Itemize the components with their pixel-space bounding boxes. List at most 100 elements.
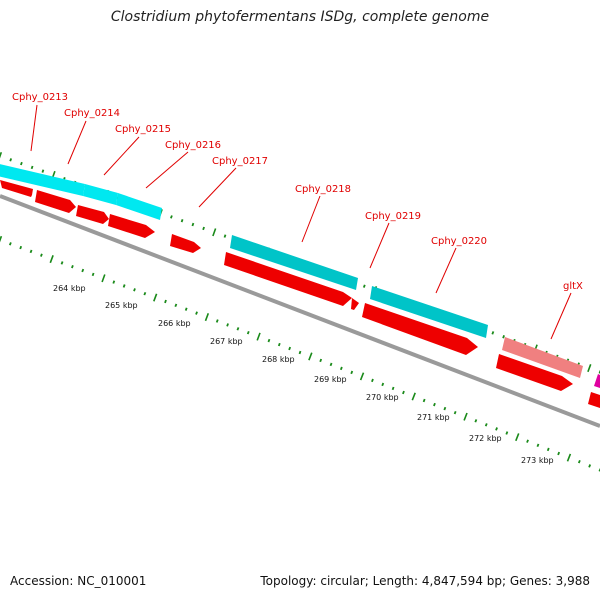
major-tick: [411, 392, 416, 401]
kbp-labels: 264 kbp 265 kbp 266 kbp 267 kbp 268 kbp …: [53, 284, 554, 465]
minor-tick: [339, 366, 343, 371]
gene-feature-gltx[interactable]: [502, 337, 583, 378]
minor-tick: [184, 307, 188, 311]
cds-arrow-cphy-0214[interactable]: [35, 190, 76, 213]
kbp-label: 268 kbp: [262, 355, 295, 364]
leader-cphy-0214: [67, 120, 87, 165]
genome-summary-text: Topology: circular; Length: 4,847,594 bp…: [260, 574, 590, 588]
kbp-label: 271 kbp: [417, 413, 450, 422]
minor-tick: [191, 222, 195, 227]
gene-label[interactable]: Cphy_0217: [212, 156, 268, 167]
minor-tick: [474, 419, 478, 423]
minor-tick: [453, 410, 457, 415]
gene-feature-cphy-0218[interactable]: [230, 235, 358, 290]
minor-tick: [30, 165, 34, 170]
minor-tick: [71, 264, 74, 269]
gene-feature-cphy-0220[interactable]: [370, 286, 488, 338]
minor-tick: [8, 242, 12, 246]
kbp-label: 272 kbp: [469, 434, 502, 443]
cds-arrow-cphy-0215[interactable]: [76, 205, 109, 224]
minor-tick: [246, 330, 250, 335]
major-tick: [359, 372, 365, 381]
gene-label[interactable]: Cphy_0213: [12, 92, 68, 103]
gene-label[interactable]: Cphy_0215: [115, 124, 171, 135]
minor-tick: [362, 284, 366, 288]
minor-tick: [443, 406, 447, 411]
minor-tick: [319, 358, 323, 363]
minor-tick: [381, 382, 385, 387]
major-tick: [256, 332, 261, 341]
minor-tick: [557, 451, 561, 456]
kbp-label: 266 kbp: [158, 319, 191, 328]
minor-tick: [502, 335, 505, 339]
leader-cphy-0218: [301, 195, 321, 243]
gene-label[interactable]: Cphy_0220: [431, 236, 487, 247]
cds-arrow-cphy-0217[interactable]: [170, 234, 201, 253]
minor-tick: [164, 299, 167, 304]
minor-tick: [267, 338, 271, 343]
major-tick: [212, 228, 217, 237]
kbp-label: 265 kbp: [105, 301, 138, 310]
minor-tick: [195, 311, 198, 315]
minor-tick: [19, 245, 23, 250]
cds-track: [0, 180, 600, 408]
gene-label[interactable]: Cphy_0219: [365, 211, 421, 222]
major-tick: [101, 274, 106, 283]
minor-tick: [91, 272, 95, 277]
gene-feature-cphy-0213[interactable]: [0, 163, 85, 196]
cds-arrow-cphy-0216[interactable]: [108, 214, 155, 238]
minor-tick: [288, 346, 292, 351]
gene-track: [0, 163, 600, 388]
gene-label[interactable]: gltX: [563, 281, 583, 292]
gene-feature-cphy-0215[interactable]: [116, 193, 162, 220]
minor-tick: [122, 284, 126, 288]
minor-tick: [371, 378, 374, 383]
minor-tick: [29, 249, 33, 254]
accession-text: Accession: NC_010001: [10, 574, 147, 588]
minor-tick: [546, 447, 550, 452]
minor-tick: [422, 398, 426, 403]
minor-tick: [174, 303, 178, 308]
minor-tick: [577, 459, 581, 464]
minor-tick: [202, 226, 205, 231]
minor-tick: [112, 280, 116, 284]
cds-arrow-cphy-0218[interactable]: [224, 252, 352, 306]
minor-tick: [495, 427, 498, 431]
minor-tick: [277, 342, 281, 347]
leader-cphy-0219: [369, 222, 390, 269]
minor-tick: [402, 390, 405, 395]
leader-cphy-0216: [145, 151, 189, 189]
leader-cphy-0220: [435, 247, 457, 294]
minor-tick: [40, 253, 43, 257]
cds-arrow-next[interactable]: [588, 392, 600, 408]
minor-tick: [170, 215, 173, 219]
kbp-label: 269 kbp: [314, 375, 347, 384]
map-title: Clostridium phytofermentans ISDg, comple…: [110, 9, 490, 25]
minor-tick: [536, 443, 540, 448]
cds-arrow-cphy-0213[interactable]: [0, 180, 33, 197]
minor-tick: [391, 386, 395, 391]
gene-label[interactable]: Cphy_0218: [295, 184, 351, 195]
leader-cphy-0213: [30, 104, 38, 152]
minor-tick: [588, 464, 592, 468]
kbp-label: 267 kbp: [210, 337, 243, 346]
minor-tick: [329, 362, 333, 367]
major-tick: [566, 453, 572, 462]
leader-cphy-0215: [103, 136, 140, 176]
minor-tick: [526, 439, 529, 443]
leader-gltx: [550, 292, 572, 340]
gene-feature-cphy-0214[interactable]: [83, 184, 118, 205]
minor-tick: [298, 350, 302, 355]
minor-tick: [20, 161, 23, 166]
minor-tick: [226, 323, 229, 327]
minor-tick: [484, 423, 488, 427]
gene-label[interactable]: Cphy_0216: [165, 140, 221, 151]
minor-tick: [41, 169, 45, 173]
gene-label[interactable]: Cphy_0214: [64, 108, 120, 119]
cds-arrow-cphy-0220[interactable]: [362, 303, 478, 355]
scale-tick-track: [0, 235, 600, 472]
cds-arrow-cphy-0219[interactable]: [351, 298, 359, 310]
cds-arrow-gltx[interactable]: [496, 354, 573, 391]
gene-feature-next[interactable]: [594, 374, 600, 388]
kbp-label: 273 kbp: [521, 456, 554, 465]
